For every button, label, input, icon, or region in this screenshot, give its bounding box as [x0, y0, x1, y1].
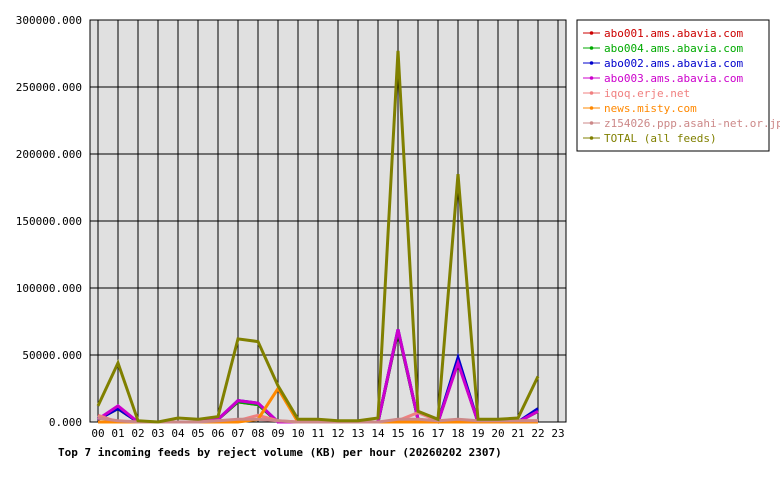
x-tick-label: 18 [451, 427, 464, 440]
legend-label: news.misty.com [604, 102, 697, 115]
legend-label: abo003.ams.abavia.com [604, 72, 743, 85]
legend-swatch-marker [589, 121, 594, 125]
y-tick-label: 100000.000 [16, 282, 82, 295]
legend-label: TOTAL (all feeds) [604, 132, 717, 145]
x-tick-label: 01 [111, 427, 124, 440]
x-tick-label: 13 [351, 427, 364, 440]
x-tick-label: 12 [331, 427, 344, 440]
y-tick-label: 300000.000 [16, 14, 82, 27]
x-tick-label: 00 [91, 427, 104, 440]
x-tick-label: 04 [171, 427, 185, 440]
legend-label: abo002.ams.abavia.com [604, 57, 743, 70]
x-tick-label: 06 [211, 427, 224, 440]
y-tick-label: 150000.000 [16, 215, 82, 228]
legend-label: iqoq.erje.net [604, 87, 690, 100]
legend-label: abo004.ams.abavia.com [604, 42, 743, 55]
legend-box [576, 19, 770, 152]
x-tick-label: 21 [511, 427, 524, 440]
legend-swatch-marker [589, 76, 594, 80]
series-line [97, 416, 538, 424]
x-tick-label: 11 [311, 427, 324, 440]
legend: abo001.ams.abavia.com abo004.ams.abavia.c… [576, 19, 780, 152]
x-tick-label: 05 [191, 427, 204, 440]
x-tick-label: 16 [411, 427, 424, 440]
y-tick-label: 200000.000 [16, 148, 82, 161]
legend-swatch-marker [589, 31, 594, 35]
legend-swatch-marker [589, 106, 594, 110]
x-tick-label: 14 [371, 427, 385, 440]
y-tick-label: 250000.000 [16, 81, 82, 94]
x-tick-label: 23 [551, 427, 564, 440]
series-line [96, 50, 540, 424]
x-tick-label: 09 [271, 427, 284, 440]
legend-label: z154026.ppp.asahi-net.or.jp [604, 117, 780, 130]
x-tick-label: 15 [391, 427, 404, 440]
y-axis-ticks: 0.000 50000.000 100000.000 150000.000 200000… [16, 14, 82, 429]
chart-title: Top 7 incoming feeds by reject volume (K… [58, 446, 502, 459]
x-tick-label: 20 [491, 427, 504, 440]
legend-swatch-marker [589, 136, 594, 140]
y-tick-label: 50000.000 [22, 349, 82, 362]
y-tick-label: 0.000 [49, 416, 82, 429]
x-tick-label: 07 [231, 427, 244, 440]
x-tick-label: 02 [131, 427, 144, 440]
x-tick-label: 10 [291, 427, 304, 440]
legend-swatch-marker [589, 46, 594, 50]
legend-swatch-marker [589, 61, 594, 65]
x-tick-label: 19 [471, 427, 484, 440]
x-tick-label: 17 [431, 427, 444, 440]
series-lines [96, 50, 540, 424]
x-tick-label: 08 [251, 427, 264, 440]
x-tick-label: 22 [531, 427, 544, 440]
legend-label: abo001.ams.abavia.com [604, 27, 743, 40]
x-axis-ticks: 00 01 02 03 04 05 06 07 08 09 10 11 12 13 14 15 16 17 18 19… [91, 427, 564, 440]
x-tick-label: 03 [151, 427, 164, 440]
legend-swatch-marker [589, 91, 594, 95]
